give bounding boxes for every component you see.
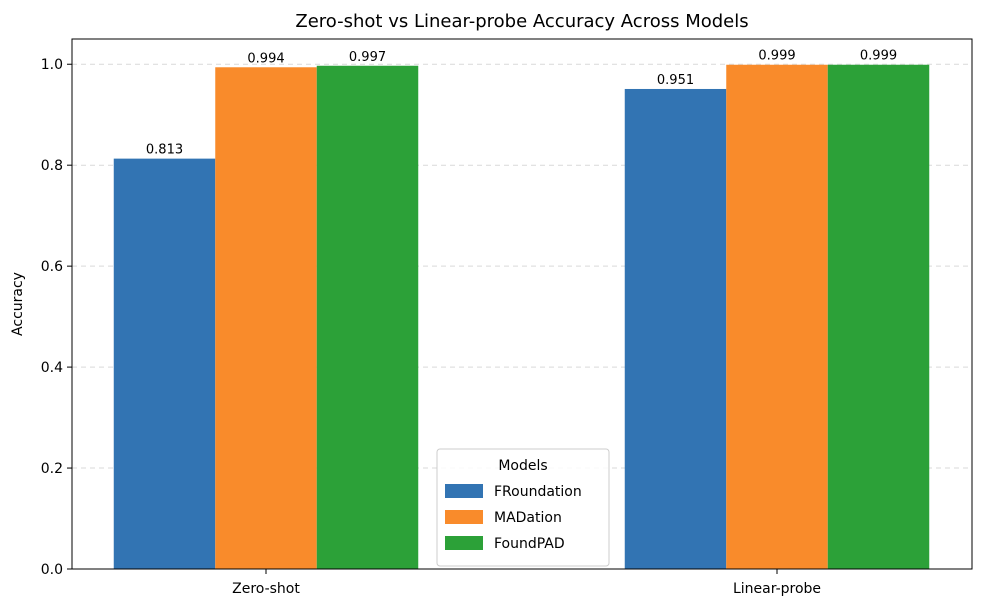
bar-foundpad-linear-probe xyxy=(827,64,930,569)
plot-frame xyxy=(71,38,973,570)
bar-foundpad-zero-shot xyxy=(316,65,419,569)
bar-value-label: 0.951 xyxy=(657,73,694,88)
y-tick-label: 0.6 xyxy=(41,259,63,275)
y-axis: 0.0 0.2 0.4 0.6 0.8 1.0 xyxy=(41,57,72,578)
bar-value-label: 0.999 xyxy=(860,49,897,64)
legend-title: Models xyxy=(498,458,547,474)
legend-swatch-madation xyxy=(445,510,483,524)
bar-froundation-zero-shot xyxy=(113,158,216,569)
bar-labels: 0.813 0.994 0.997 0.951 0.999 0.999 xyxy=(146,49,897,158)
x-axis: Zero-shot Linear-probe xyxy=(232,569,821,597)
x-tick-label: Linear-probe xyxy=(733,581,821,597)
bar-value-label: 0.999 xyxy=(758,49,795,64)
legend-label-froundation: FRoundation xyxy=(494,484,582,500)
chart-title: Zero-shot vs Linear-probe Accuracy Acros… xyxy=(295,11,748,32)
bar-froundation-linear-probe xyxy=(624,88,727,569)
y-tick-label: 0.8 xyxy=(41,158,63,174)
x-tick-label: Zero-shot xyxy=(232,581,300,597)
legend: Models FRoundation MADation FoundPAD xyxy=(436,448,610,567)
legend-swatch-froundation xyxy=(445,484,483,498)
bar-value-label: 0.997 xyxy=(349,50,386,65)
bar-madation-zero-shot xyxy=(215,67,317,570)
y-tick-label: 0.0 xyxy=(41,562,63,578)
legend-swatch-foundpad xyxy=(445,536,483,550)
bar-value-label: 0.994 xyxy=(247,51,284,66)
bars xyxy=(113,64,930,570)
bar-madation-linear-probe xyxy=(726,64,828,569)
y-tick-label: 1.0 xyxy=(41,57,63,73)
y-tick-label: 0.4 xyxy=(41,360,63,376)
legend-label-foundpad: FoundPAD xyxy=(494,536,565,552)
legend-label-madation: MADation xyxy=(494,510,562,526)
y-tick-label: 0.2 xyxy=(41,461,63,477)
bar-value-label: 0.813 xyxy=(146,143,183,158)
y-axis-label: Accuracy xyxy=(10,272,26,336)
